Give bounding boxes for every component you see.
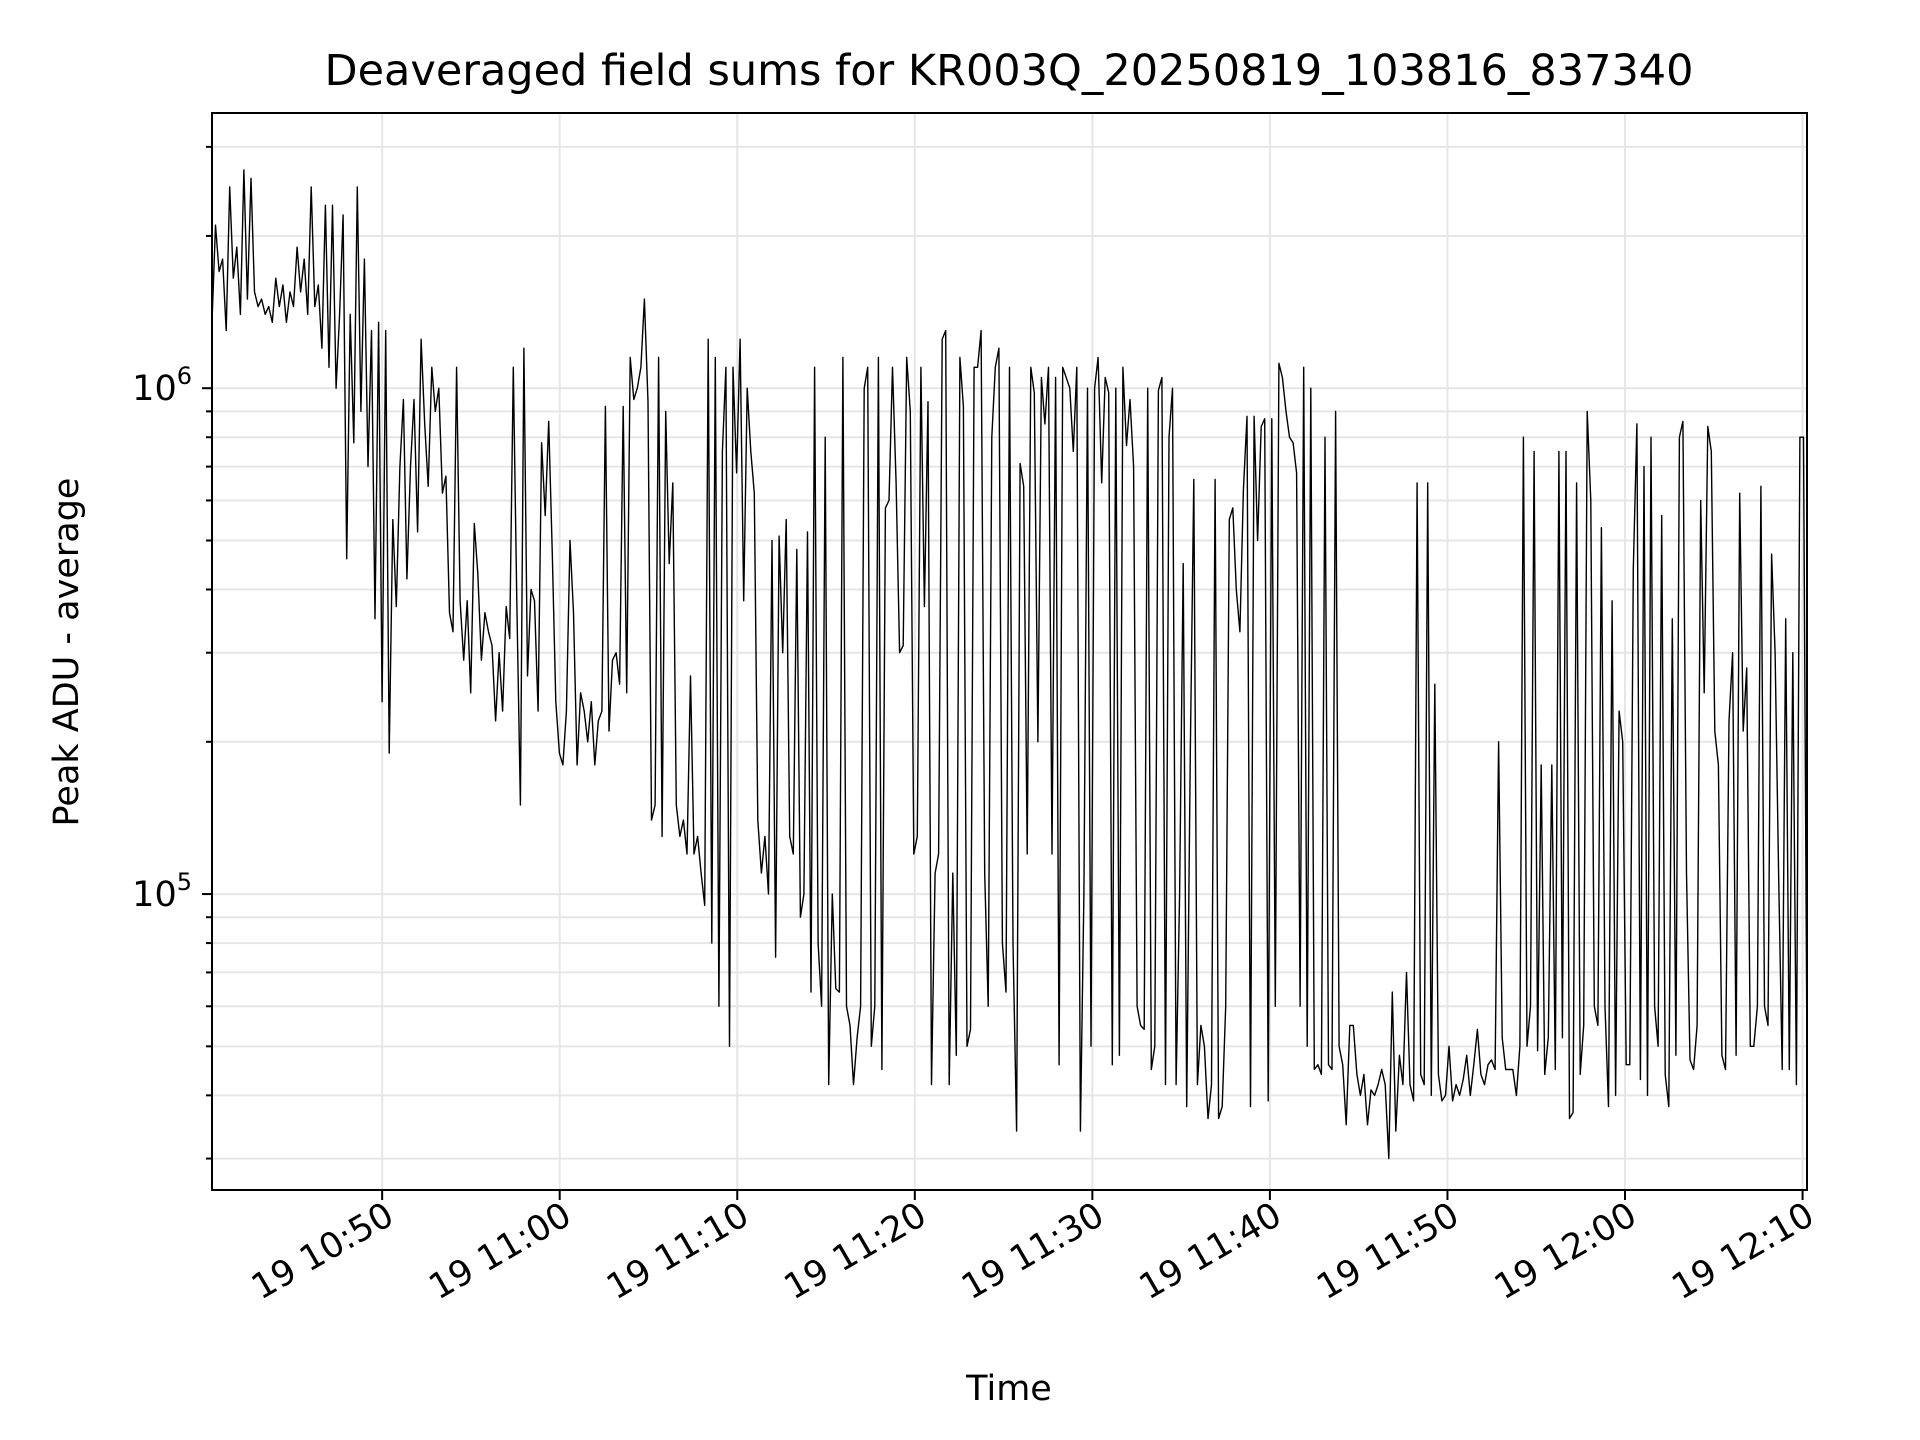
series-line bbox=[211, 169, 1808, 1160]
y-axis-label: Peak ADU - average bbox=[47, 478, 87, 827]
x-axis-label: Time bbox=[965, 1369, 1052, 1409]
plot-frame bbox=[211, 112, 1808, 1191]
y-tick-label: 105 bbox=[132, 868, 192, 915]
y-axis: 105 106 bbox=[132, 145, 212, 1160]
x-grid bbox=[381, 113, 1804, 1190]
y-tick-label: 106 bbox=[132, 362, 192, 409]
chart-title: Deaveraged field sums for KR003Q_2025081… bbox=[324, 46, 1693, 96]
series-layer bbox=[211, 169, 1808, 1160]
